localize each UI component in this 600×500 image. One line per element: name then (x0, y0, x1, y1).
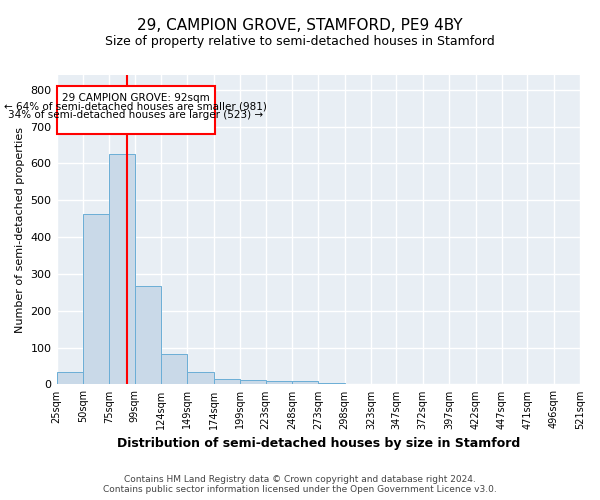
FancyBboxPatch shape (56, 86, 215, 134)
Bar (266, 382, 292, 384)
Bar (240, 380, 266, 384)
Text: Size of property relative to semi-detached houses in Stamford: Size of property relative to semi-detach… (105, 35, 495, 48)
Text: Contains HM Land Registry data © Crown copyright and database right 2024.: Contains HM Land Registry data © Crown c… (124, 474, 476, 484)
Bar (161, 354, 187, 384)
Bar (109, 154, 134, 384)
Text: 29 CAMPION GROVE: 92sqm: 29 CAMPION GROVE: 92sqm (62, 92, 209, 102)
Bar (292, 380, 318, 384)
Bar (187, 372, 214, 384)
Bar (214, 379, 240, 384)
Bar (83, 214, 109, 384)
Bar (134, 286, 161, 384)
Bar (318, 382, 344, 384)
Text: ← 64% of semi-detached houses are smaller (981): ← 64% of semi-detached houses are smalle… (4, 102, 267, 112)
X-axis label: Distribution of semi-detached houses by size in Stamford: Distribution of semi-detached houses by … (116, 437, 520, 450)
Text: 34% of semi-detached houses are larger (523) →: 34% of semi-detached houses are larger (… (8, 110, 263, 120)
Y-axis label: Number of semi-detached properties: Number of semi-detached properties (15, 126, 25, 332)
Text: Contains public sector information licensed under the Open Government Licence v3: Contains public sector information licen… (103, 485, 497, 494)
Bar (56, 372, 83, 384)
Text: 29, CAMPION GROVE, STAMFORD, PE9 4BY: 29, CAMPION GROVE, STAMFORD, PE9 4BY (137, 18, 463, 32)
